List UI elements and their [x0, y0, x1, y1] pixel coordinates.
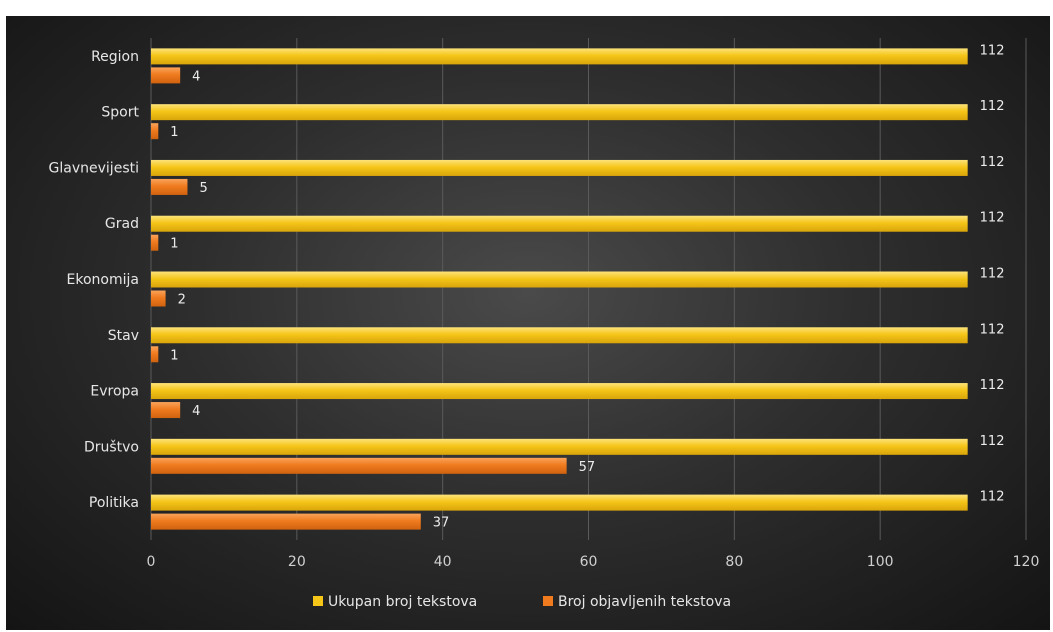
bar-published — [151, 513, 421, 530]
grid-lines — [150, 38, 1027, 540]
category-label: Evropa — [90, 384, 139, 400]
bar-published — [151, 234, 159, 251]
legend-label: Ukupan broj tekstova — [328, 594, 477, 610]
data-label: 2 — [178, 293, 186, 308]
data-label: 37 — [433, 516, 450, 531]
bar-published — [151, 346, 159, 363]
x-tick-label: 40 — [434, 554, 452, 570]
data-label: 112 — [980, 434, 1005, 449]
chart-area: 0 20 40 60 80 100 120 Region 112 4 Sport 112 1 Glavne… — [6, 16, 1050, 630]
x-tick-label: 60 — [580, 554, 598, 570]
legend: Ukupan broj tekstova Broj objavljenih tek… — [313, 594, 731, 610]
bars — [151, 48, 968, 530]
x-tick-label: 80 — [725, 554, 743, 570]
bar-published — [151, 178, 188, 195]
bar-published — [151, 67, 181, 84]
bar-published — [151, 457, 567, 474]
data-label: 4 — [192, 69, 200, 84]
category-label: Stav — [108, 328, 139, 344]
x-tick-label: 20 — [288, 554, 306, 570]
bar-total — [151, 438, 968, 455]
legend-label: Broj objavljenih tekstova — [558, 594, 731, 610]
data-label: 112 — [980, 322, 1005, 337]
bar-total — [151, 48, 968, 65]
bar-total — [151, 271, 968, 288]
category-label: Glavnevijesti — [49, 160, 139, 176]
data-label: 57 — [579, 460, 596, 475]
data-label: 112 — [980, 267, 1005, 282]
data-label: 5 — [199, 181, 207, 196]
data-label: 112 — [980, 378, 1005, 393]
data-label: 112 — [980, 490, 1005, 505]
legend-swatch — [313, 596, 323, 606]
data-label: 112 — [980, 43, 1005, 58]
bar-published — [151, 290, 166, 307]
legend-swatch — [543, 596, 553, 606]
category-label: Sport — [101, 105, 139, 121]
x-tick-label: 100 — [867, 554, 894, 570]
data-label: 4 — [192, 404, 200, 419]
data-label: 1 — [170, 348, 178, 363]
data-label: 112 — [980, 155, 1005, 170]
data-label: 112 — [980, 211, 1005, 226]
category-label: Ekonomija — [67, 272, 139, 288]
x-tick-label: 120 — [1013, 554, 1040, 570]
category-label: Politika — [89, 495, 139, 511]
bar-total — [151, 215, 968, 232]
bar-total — [151, 104, 968, 121]
data-label: 1 — [170, 125, 178, 140]
bar-total — [151, 494, 968, 511]
bar-total — [151, 383, 968, 400]
data-label: 1 — [170, 237, 178, 252]
data-label: 112 — [980, 99, 1005, 114]
bar-published — [151, 402, 181, 419]
bar-total — [151, 159, 968, 176]
bar-total — [151, 327, 968, 344]
bar-published — [151, 123, 159, 140]
category-label: Društvo — [84, 439, 139, 455]
x-tick-label: 0 — [147, 554, 156, 570]
category-label: Grad — [105, 216, 139, 232]
category-label: Region — [91, 49, 139, 65]
